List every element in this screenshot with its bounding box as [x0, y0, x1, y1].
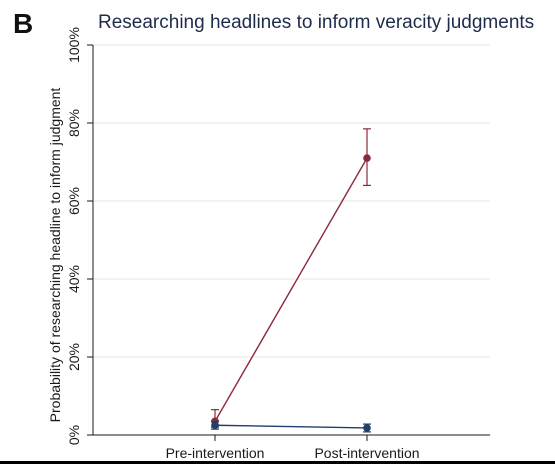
- series-line: [214, 157, 368, 422]
- y-axis-title: Probability of researching headline to i…: [47, 88, 63, 423]
- series-layer: [211, 128, 371, 433]
- bottom-border: [0, 461, 555, 464]
- series-2: [211, 420, 371, 433]
- x-tick-label: Pre-intervention: [166, 445, 265, 461]
- panel-letter: B: [13, 8, 34, 39]
- data-point: [211, 421, 219, 430]
- data-point: [363, 154, 371, 162]
- series-1: [211, 128, 371, 428]
- data-point: [363, 424, 371, 432]
- series-line: [214, 424, 368, 429]
- y-tick-label: 60%: [66, 187, 82, 215]
- y-tick-label: 80%: [66, 109, 82, 137]
- x-tick-label: Post-intervention: [314, 445, 419, 461]
- y-tick-label: 100%: [66, 27, 82, 63]
- y-tick-label: 20%: [66, 343, 82, 371]
- y-tick-label: 0%: [66, 425, 82, 445]
- y-ticks: 0% 20% 40% 60% 80% 100%: [66, 27, 93, 445]
- x-ticks: Pre-intervention Post-intervention: [166, 435, 420, 461]
- gridlines: [93, 44, 490, 358]
- y-tick-label: 40%: [66, 265, 82, 293]
- chart-title: Researching headlines to inform veracity…: [98, 12, 535, 33]
